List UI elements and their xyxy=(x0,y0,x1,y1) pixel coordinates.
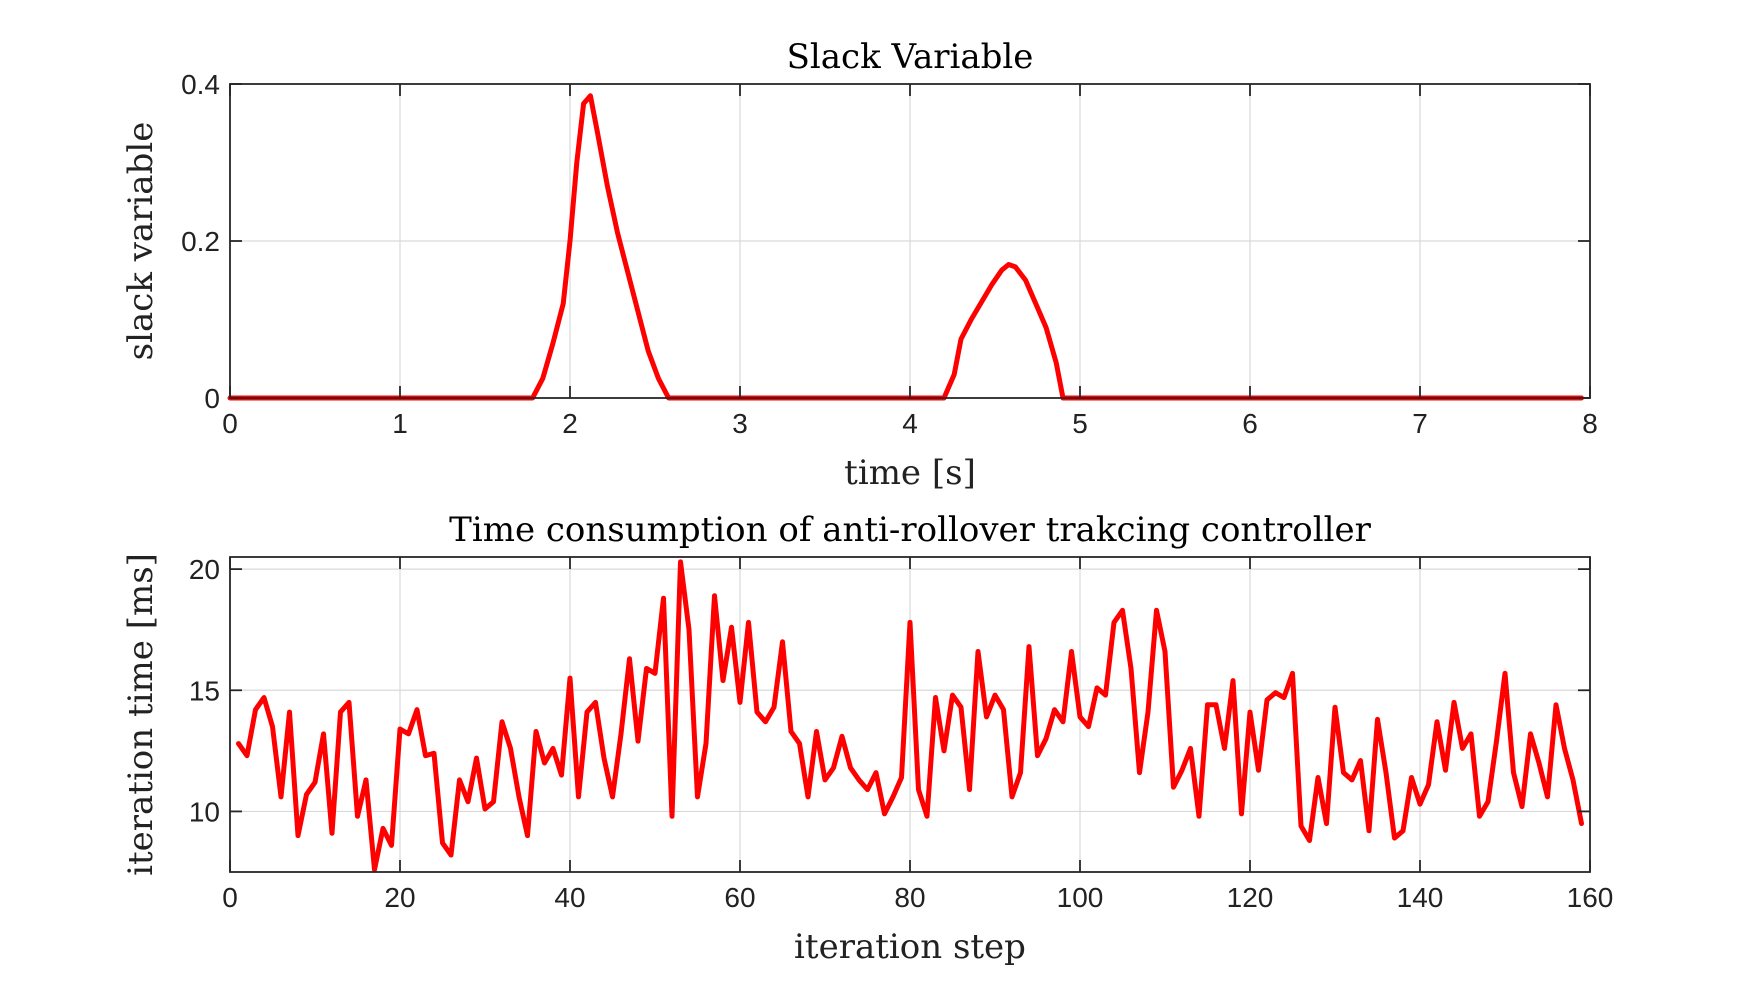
x-tick-label: 0 xyxy=(222,882,238,913)
x-tick-label: 1 xyxy=(392,408,408,439)
y-tick-label: 10 xyxy=(189,796,220,827)
x-tick-label: 80 xyxy=(894,882,925,913)
x-tick-label: 60 xyxy=(724,882,755,913)
y-tick-label: 20 xyxy=(189,554,220,585)
chart-2: 0 20 40 60 80 100 120 140 160 10 15 20 Time consumpt… xyxy=(121,510,1613,967)
y-axis-label: iteration time [ms] xyxy=(121,553,161,876)
x-tick-label: 160 xyxy=(1567,882,1614,913)
x-tick-label: 2 xyxy=(562,408,578,439)
x-tick-label: 8 xyxy=(1582,408,1598,439)
x-tick-label: 120 xyxy=(1227,882,1274,913)
y-tick-label: 0.2 xyxy=(181,226,220,257)
y-tick-label: 0.4 xyxy=(181,69,220,100)
x-tick-label: 7 xyxy=(1412,408,1428,439)
x-tick-label: 4 xyxy=(902,408,918,439)
x-axis-label: time [s] xyxy=(844,453,976,493)
y-axis-label: slack variable xyxy=(121,122,161,361)
x-tick-label: 0 xyxy=(222,408,238,439)
x-tick-label: 40 xyxy=(554,882,585,913)
chart-title: Time consumption of anti-rollover trakci… xyxy=(449,510,1371,550)
x-tick-label: 140 xyxy=(1397,882,1444,913)
x-tick-label: 100 xyxy=(1057,882,1104,913)
chart-title: Slack Variable xyxy=(787,37,1034,77)
x-axis-label: iteration step xyxy=(794,927,1026,967)
series-line xyxy=(227,93,1584,401)
x-tick-label: 6 xyxy=(1242,408,1258,439)
x-tick-label: 20 xyxy=(384,882,415,913)
series-line xyxy=(236,559,1584,873)
y-tick-label: 15 xyxy=(189,675,220,706)
chart-1: 0 1 2 3 4 5 6 7 8 0 0.2 0.4 Slack Variable time [s] sl… xyxy=(121,37,1598,493)
x-tick-label: 5 xyxy=(1072,408,1088,439)
y-tick-label: 0 xyxy=(204,383,220,414)
x-tick-label: 3 xyxy=(732,408,748,439)
